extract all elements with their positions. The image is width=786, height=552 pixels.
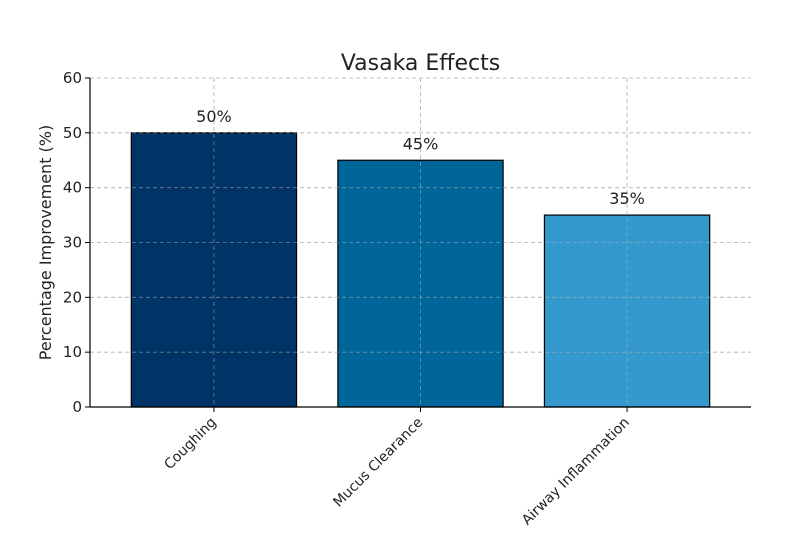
chart-title: Vasaka Effects <box>341 51 500 76</box>
y-tick-label: 20 <box>63 288 82 306</box>
y-tick-label: 40 <box>63 179 82 197</box>
data-label: 45% <box>403 134 439 153</box>
data-label: 35% <box>609 189 645 208</box>
x-tick-label: Mucus Clearance <box>330 415 426 511</box>
x-tick-label: Coughing <box>161 415 219 473</box>
y-tick-label: 10 <box>63 343 82 361</box>
y-tick-label: 30 <box>63 234 82 252</box>
y-tick-label: 60 <box>63 69 82 87</box>
y-tick-label: 50 <box>63 124 82 142</box>
x-tick-label: Airway Inflammation <box>519 415 633 529</box>
y-tick-label: 0 <box>72 398 82 416</box>
y-axis-label: Percentage Improvement (%) <box>36 125 55 361</box>
data-label: 50% <box>196 107 232 126</box>
labels-layer: 50% 45% 35% <box>196 107 645 208</box>
